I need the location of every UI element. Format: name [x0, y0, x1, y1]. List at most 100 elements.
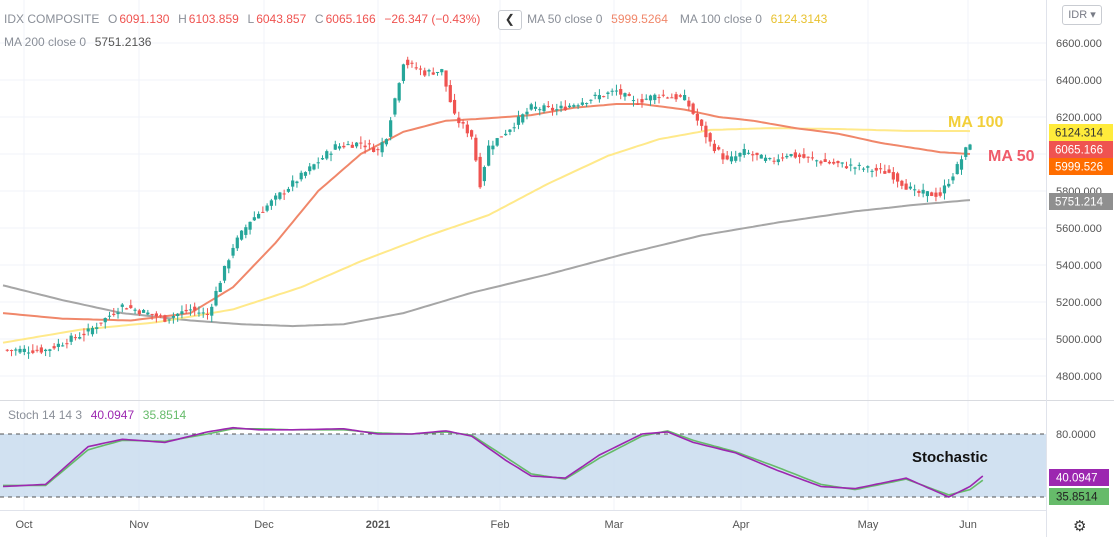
candle-body — [580, 102, 584, 105]
candle-body — [521, 114, 525, 123]
chevron-left-icon[interactable]: ❮ — [497, 10, 522, 30]
candle-body — [661, 94, 665, 96]
candle-body — [504, 133, 508, 136]
candle-body — [866, 166, 870, 168]
candle-body — [585, 103, 589, 105]
candle-body — [780, 157, 785, 159]
candle-body — [729, 156, 734, 162]
price-axis: 6600.0006400.0006200.0006000.0005800.000… — [1056, 38, 1102, 441]
candle-body — [440, 69, 444, 73]
candle-body — [261, 211, 265, 213]
candle-body — [482, 167, 486, 182]
candle-body — [56, 343, 60, 347]
candle-body — [687, 100, 691, 107]
candle-body — [99, 322, 103, 324]
ma100-annotation: MA 100 — [948, 114, 1004, 131]
candle-body — [759, 154, 763, 159]
ma200-line — [2, 199, 971, 328]
candle-body — [95, 327, 99, 329]
candle-body — [823, 159, 827, 162]
ma50-annotation: MA 50 — [988, 148, 1035, 165]
open-value: 6091.130 — [119, 12, 170, 27]
candle-body — [406, 59, 410, 66]
candle-body — [955, 164, 959, 175]
candle-body — [849, 164, 853, 166]
candle-body — [567, 105, 572, 108]
candle-body — [141, 310, 146, 313]
candle-body — [239, 230, 244, 240]
close-label: C — [314, 12, 324, 27]
candle-body — [559, 105, 563, 109]
candle-body — [291, 180, 295, 187]
ma200-legend: MA 200 close 0 5751.2136 — [4, 35, 153, 49]
stochastic-lines — [2, 426, 984, 498]
candle-body — [798, 154, 802, 157]
ma100-value: 6124.3143 — [770, 12, 828, 27]
currency-label: IDR — [1068, 9, 1088, 21]
candle-body — [555, 109, 559, 111]
candle-body — [712, 143, 717, 152]
candle-body — [636, 103, 640, 105]
candle-body — [857, 164, 861, 166]
candle-body — [282, 193, 286, 195]
price-badge-label: 6065.166 — [1055, 145, 1103, 157]
candle-body — [380, 142, 384, 153]
candle-body — [512, 127, 516, 129]
time-tick-label: May — [858, 519, 879, 531]
candle-body — [738, 152, 742, 157]
candle-body — [171, 316, 175, 318]
candle-body — [367, 143, 371, 145]
candle-body — [913, 189, 917, 191]
candle-body — [14, 349, 18, 351]
gear-icon[interactable]: ⚙ — [1073, 518, 1087, 535]
candle-body — [653, 94, 657, 101]
ma50-label: MA 50 close 0 — [527, 12, 603, 27]
candle-body — [640, 99, 644, 103]
candle-body — [499, 136, 504, 138]
stoch-tick-label: 80.0000 — [1056, 429, 1096, 441]
candle-body — [742, 149, 746, 155]
candle-body — [674, 94, 678, 100]
candle-body — [900, 180, 904, 186]
candle-body — [717, 147, 721, 150]
candle-body — [947, 183, 951, 187]
candle-body — [683, 95, 687, 101]
price-badge — [1049, 124, 1113, 141]
price-badge — [1049, 141, 1113, 158]
candle-body — [18, 348, 22, 353]
candle-body — [959, 159, 964, 170]
candle-body — [546, 105, 550, 107]
currency-selector[interactable]: IDR ▾ — [1062, 5, 1102, 25]
candle-body — [393, 98, 397, 115]
stoch-k-path — [2, 426, 984, 498]
candle-body — [244, 227, 248, 235]
candle-body — [751, 154, 755, 156]
stoch-badge-label: 35.8514 — [1056, 492, 1098, 504]
price-tick-label: 4800.000 — [1056, 371, 1102, 383]
candle-body — [755, 152, 759, 156]
candle-body — [188, 309, 193, 311]
candle-body — [257, 213, 261, 219]
candle-body — [73, 337, 78, 339]
candle-body — [299, 172, 303, 180]
candle-body — [951, 176, 955, 181]
price-badge-label: 5751.214 — [1055, 197, 1104, 209]
candle-body — [214, 290, 218, 306]
candle-body — [806, 156, 810, 158]
candle-body — [776, 159, 780, 163]
low-label: L — [247, 12, 255, 27]
candle-body — [861, 168, 866, 170]
time-tick-label: 2021 — [366, 519, 390, 531]
candle-body — [572, 105, 576, 107]
candle-body — [210, 306, 214, 316]
candle-body — [35, 349, 39, 351]
candle-body — [176, 313, 180, 317]
price-tick-label: 5200.000 — [1056, 297, 1102, 309]
candle-body — [610, 90, 614, 92]
candle-body — [700, 119, 704, 126]
candle-body — [665, 97, 670, 99]
candle-body — [124, 308, 129, 310]
stoch-k-value: 40.0947 — [90, 408, 135, 422]
candle-body — [346, 144, 350, 146]
